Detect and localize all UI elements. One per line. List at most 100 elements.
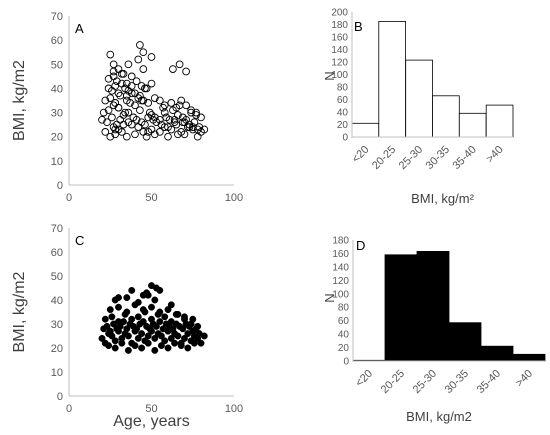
y-tick-label: 0 <box>343 357 349 368</box>
data-point <box>104 106 113 115</box>
data-point <box>171 339 179 347</box>
data-point <box>179 325 187 333</box>
data-point <box>164 344 172 352</box>
data-point <box>131 130 139 139</box>
data-point <box>164 123 172 131</box>
y-tick-label: 60 <box>51 247 63 259</box>
data-point <box>194 322 202 330</box>
data-point <box>123 294 131 302</box>
data-point <box>111 344 119 352</box>
data-point <box>151 346 159 354</box>
data-point <box>167 318 175 326</box>
y-tick-label: 40 <box>337 108 349 119</box>
y-tick-label: 40 <box>51 295 63 307</box>
data-point <box>157 332 165 340</box>
data-point <box>172 120 181 129</box>
data-point <box>193 132 202 141</box>
y-tick-label: 180 <box>331 20 348 31</box>
y-tick-label: 160 <box>331 33 348 44</box>
histogram-bar <box>416 250 450 362</box>
data-point <box>182 101 190 110</box>
data-point <box>147 111 156 119</box>
data-point <box>185 123 194 131</box>
data-point <box>169 65 177 73</box>
data-point <box>114 103 123 112</box>
x-tick-label: 50 <box>145 403 157 415</box>
data-point <box>170 118 179 127</box>
data-point <box>111 82 120 90</box>
data-point <box>141 120 149 129</box>
data-point <box>139 48 148 57</box>
data-point <box>155 96 164 105</box>
data-point <box>148 315 155 323</box>
data-point <box>131 101 139 110</box>
data-point <box>119 120 128 129</box>
y-tick-label: 80 <box>338 303 350 314</box>
x-axis-title: Age, years <box>113 413 189 430</box>
data-point <box>124 60 133 69</box>
y-axis-title: N <box>322 71 337 80</box>
data-point <box>147 53 156 61</box>
data-point <box>122 132 131 141</box>
category-label: >40 <box>513 368 535 390</box>
data-point <box>112 77 121 86</box>
data-point <box>157 120 166 129</box>
category-label: 20-25 <box>370 144 398 172</box>
y-tick-label: 50 <box>51 59 63 71</box>
data-point <box>172 103 181 112</box>
data-point <box>99 108 108 117</box>
data-point <box>114 89 123 98</box>
histogram-bar <box>378 20 406 138</box>
y-tick-label: 70 <box>51 11 63 23</box>
y-tick-label: 0 <box>342 133 348 144</box>
data-point <box>137 82 146 90</box>
data-point <box>170 115 179 124</box>
category-label: 25-30 <box>411 368 439 396</box>
data-point <box>178 118 187 127</box>
data-point <box>155 128 164 136</box>
data-point <box>134 313 142 321</box>
data-point <box>132 77 141 86</box>
data-point <box>150 130 159 139</box>
data-point <box>127 82 136 90</box>
data-point <box>138 344 146 352</box>
panel-letter: D <box>356 238 365 253</box>
data-point <box>118 339 126 347</box>
histogram-bar <box>351 122 380 138</box>
data-point <box>167 99 176 107</box>
y-tick-label: 60 <box>337 95 349 106</box>
data-point <box>103 118 111 127</box>
data-point <box>181 313 188 321</box>
histogram-bar <box>432 95 460 138</box>
data-point <box>109 101 118 110</box>
data-point <box>104 74 113 83</box>
data-point <box>134 334 142 342</box>
data-point <box>101 96 110 105</box>
category-label: <20 <box>350 144 372 166</box>
data-point <box>144 332 152 340</box>
data-point <box>106 306 114 314</box>
data-point <box>119 70 128 78</box>
data-point <box>190 339 198 347</box>
data-point <box>109 60 118 69</box>
data-point <box>121 108 129 117</box>
category-label: 25-30 <box>397 144 425 172</box>
category-label: 35-40 <box>475 368 503 396</box>
panel-d-histogram: 0 20 40 60 80 100 120 140 160 180 <20 20-25 25-30 30-… <box>322 236 546 424</box>
y-tick-label: 10 <box>51 156 63 168</box>
data-point <box>119 111 128 119</box>
data-point <box>147 79 156 88</box>
x-tick-label: 100 <box>225 192 243 204</box>
panel-a-scatter: 0 10 20 30 40 50 60 70 0 50 100 BMI, kg/m2 A <box>11 11 243 204</box>
data-point <box>145 108 154 117</box>
data-point <box>124 118 133 127</box>
data-point <box>167 301 175 309</box>
data-point <box>116 91 125 100</box>
y-tick-label: 100 <box>332 289 349 300</box>
y-tick-label: 60 <box>51 35 63 47</box>
data-point <box>131 89 139 98</box>
data-point <box>177 96 186 105</box>
data-point <box>156 308 164 316</box>
panel-letter: B <box>354 19 363 34</box>
